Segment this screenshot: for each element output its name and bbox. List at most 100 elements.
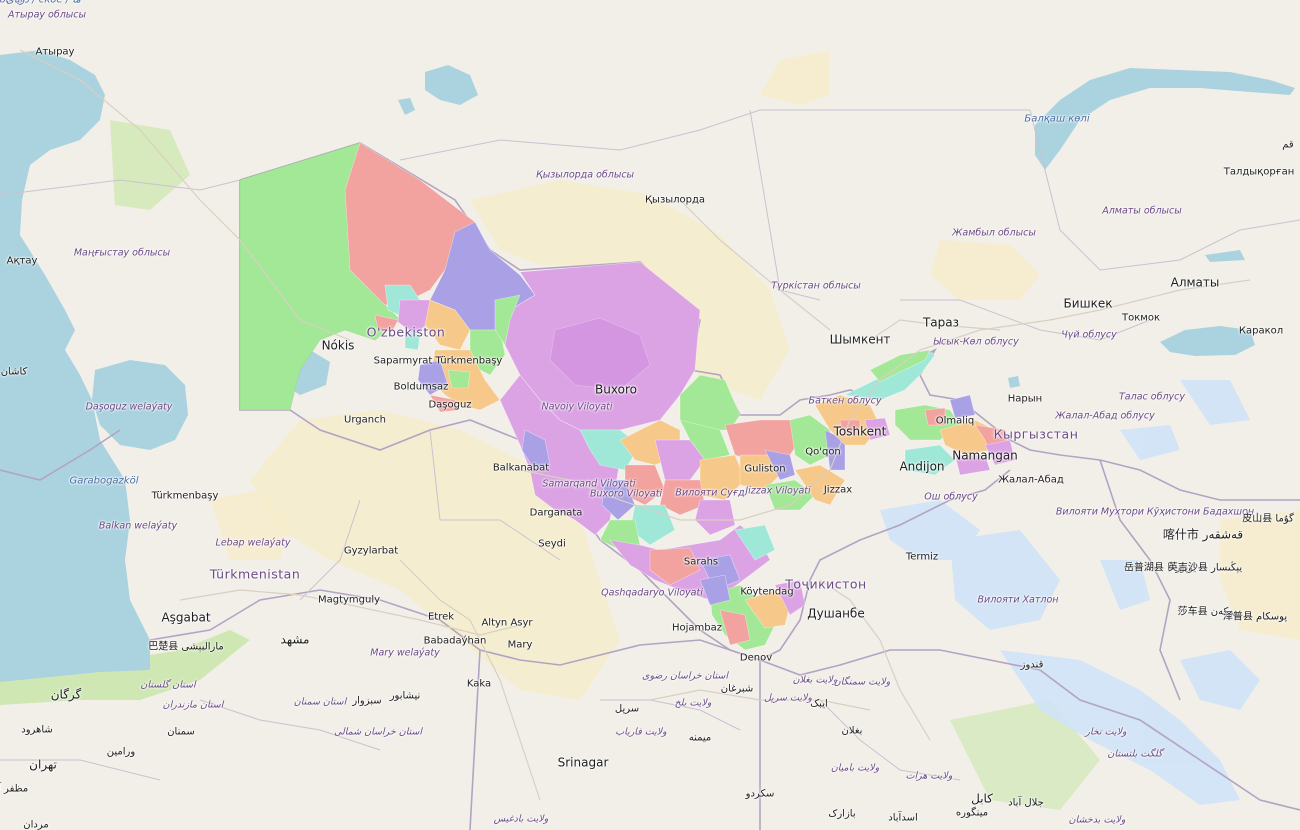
map-label-city: Gyzylarbat bbox=[343, 545, 399, 557]
map-label-region: استان سمنان bbox=[293, 696, 347, 708]
map-label-city: بغلان bbox=[841, 725, 863, 737]
map-label-city: 皮山县 گۇما bbox=[1242, 513, 1294, 525]
map-label-city: Olmaliq bbox=[935, 415, 975, 427]
map-label-country: Кыргызстан bbox=[993, 426, 1079, 442]
map-label-region: Баткен облусу bbox=[808, 395, 882, 407]
map-label-bigcity: Aşgabat bbox=[161, 610, 211, 625]
map-label-city: Etrek bbox=[427, 611, 455, 623]
map-label-city: سمنان bbox=[167, 726, 195, 738]
map-label-city: Balkanabat bbox=[492, 462, 550, 474]
balkhash-lake bbox=[1035, 68, 1295, 170]
map-label-region: ولايت بدخشان bbox=[1068, 814, 1126, 826]
map-label-city: Атырау bbox=[35, 46, 75, 58]
map-label-city: بازارک bbox=[828, 808, 856, 820]
map-label-region: Талас облусу bbox=[1119, 391, 1185, 403]
map-label-region: Алматы облысы bbox=[1102, 205, 1182, 217]
map-label-city: Saparmyrat Türkmenbaşy bbox=[373, 355, 503, 367]
map-label-water: Балқаш көлі bbox=[1024, 113, 1090, 125]
map-label-region: استان خراسان رضوی bbox=[642, 670, 728, 682]
garabogazkol-lake bbox=[92, 360, 188, 450]
map-label-city: Boldumsaz bbox=[393, 381, 449, 393]
map-label-city: 莎车县 يەكەن bbox=[1177, 606, 1237, 618]
map-label-city: مینگوره bbox=[955, 807, 989, 819]
map-label-city: Қызылорда bbox=[644, 194, 706, 206]
map-label-city: شاهرود bbox=[21, 724, 53, 736]
map-label-region: Buxoro Viloyati bbox=[589, 488, 663, 500]
map-label-region: Daşoguz welaýaty bbox=[85, 401, 173, 413]
map-label-city: Талдықорған bbox=[1223, 166, 1295, 178]
map-label-city: ایبک bbox=[810, 698, 828, 710]
map-label-region: ولایت سرپل bbox=[763, 692, 813, 704]
map-label-region: Samarqand Viloyati bbox=[542, 478, 636, 490]
map-label-city: Qo'qon bbox=[805, 446, 841, 458]
map-label-region: Ысык-Көл облусу bbox=[933, 336, 1019, 348]
map-label-region: ولایت بلخ bbox=[674, 697, 712, 709]
uzbekistan-regions bbox=[239, 142, 1016, 651]
desert-area bbox=[930, 240, 1040, 300]
map-label-city: Mary bbox=[507, 639, 533, 651]
map-label-city: قندوز bbox=[1020, 659, 1044, 671]
map-label-region: Маңғыстау облысы bbox=[73, 247, 171, 259]
map-label-city: Jizzax bbox=[823, 484, 853, 496]
map-label-city: Magtymguly bbox=[317, 594, 381, 606]
map-label-region: Жалал-Абад облусу bbox=[1055, 410, 1155, 422]
map-label-water: сенизи / Ńenizi / دریای / ское / ما bbox=[0, 0, 81, 6]
caspian-sea bbox=[0, 50, 150, 682]
map-label-region: استان مازندران bbox=[162, 699, 224, 711]
map-label-city: Termiz bbox=[905, 551, 939, 563]
map-label-bigcity: Душанбе bbox=[807, 606, 865, 621]
map-label-region: ولايت هرات bbox=[905, 770, 953, 782]
map-label-region: Balkan welaýaty bbox=[98, 520, 178, 532]
map-label-bigcity: مشهد bbox=[280, 632, 310, 647]
forest-area bbox=[110, 120, 190, 210]
map-label-bigcity: Бишкек bbox=[1063, 296, 1113, 311]
map-label-region: ولایت سمنگان bbox=[833, 676, 891, 688]
map-label-region: گلگت بلتستان bbox=[1107, 748, 1163, 760]
map-label-bigcity: Nókis bbox=[321, 338, 355, 353]
map-label-bigcity: كابل bbox=[971, 791, 993, 806]
map-label-bigcity: 喀什市 قەشقەر bbox=[1162, 527, 1244, 542]
map-label-city: Denov bbox=[739, 652, 773, 664]
map-label-region: Ош облусу bbox=[924, 491, 978, 503]
map-label-city: Hojambaz bbox=[671, 622, 723, 634]
map-label-bigcity: گرگان bbox=[50, 687, 82, 702]
desert-area bbox=[760, 50, 830, 105]
map-label-city: مردان bbox=[23, 819, 49, 830]
map-label-country: Тоҷикистон bbox=[785, 576, 867, 592]
map-label-city: مظفر آباد bbox=[0, 783, 29, 795]
map-label-city: Ақтау bbox=[6, 255, 38, 267]
map-label-city: قم bbox=[1282, 139, 1294, 151]
map-label-water: Garabogazköl bbox=[69, 475, 139, 487]
map-label-country: O'zbekiston bbox=[366, 324, 446, 340]
map-label-bigcity: Тараз bbox=[922, 315, 960, 330]
map-label-region: Вилояти Суғд bbox=[675, 487, 745, 499]
map-label-city: Seydi bbox=[538, 538, 566, 550]
lake bbox=[398, 98, 415, 115]
admin-borders bbox=[0, 109, 1300, 781]
map-label-region: ولایت فاریاب bbox=[615, 726, 667, 738]
map-label-bigcity: تهران bbox=[29, 757, 57, 772]
desert-area bbox=[210, 490, 290, 560]
map-label-city: شبرغان bbox=[720, 683, 754, 695]
roads bbox=[19, 49, 1251, 801]
aral-sea bbox=[425, 65, 478, 105]
map-label-city: Köytendag bbox=[740, 586, 794, 598]
map-label-city: Каракол bbox=[1238, 325, 1284, 337]
map-label-city: ورامين bbox=[106, 746, 136, 758]
map-label-city: 巴楚县 مارالبېشى bbox=[148, 641, 224, 653]
map-label-city: Türkmenbaşy bbox=[151, 490, 219, 502]
map-label-region: ولايت بغلان bbox=[792, 674, 838, 686]
map-label-country: Türkmenistan bbox=[209, 566, 301, 582]
map-label-city: سبزوار bbox=[352, 695, 382, 707]
map-label-city: جلال آباد bbox=[1008, 797, 1044, 809]
map-label-city: Darganata bbox=[529, 507, 583, 519]
map-label-region: Жамбыл облысы bbox=[952, 227, 1036, 239]
map-label-region: Lebap welaýaty bbox=[215, 537, 291, 549]
map-label-region: Атырау облысы bbox=[8, 9, 86, 21]
map-label-city: Altyn Asyr bbox=[481, 617, 533, 629]
map-label-bigcity: Toshkent bbox=[833, 424, 887, 439]
map-label-city: سکردو bbox=[745, 788, 775, 800]
map-label-bigcity: Buxoro bbox=[595, 382, 637, 397]
